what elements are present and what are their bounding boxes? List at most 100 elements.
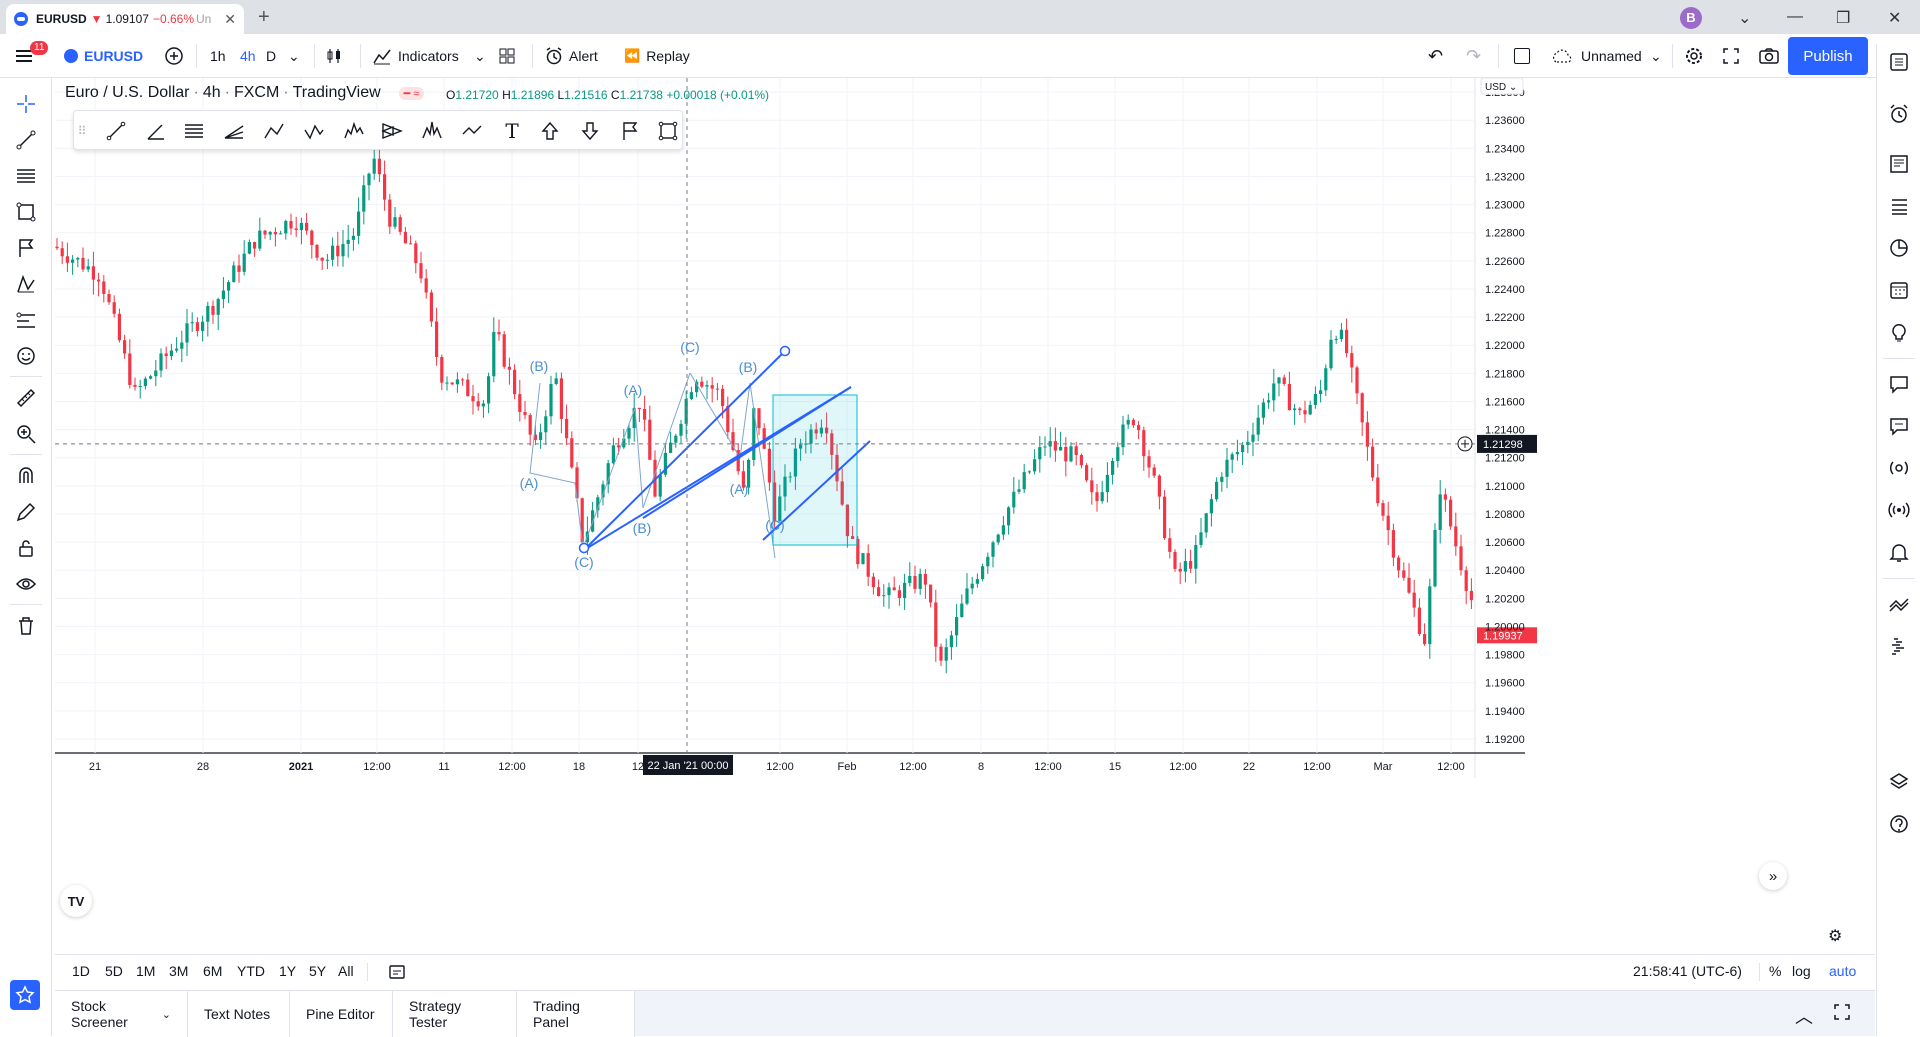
collapse-panel-icon[interactable]: ︿ (1795, 1007, 1813, 1027)
rectangle-tool[interactable] (654, 117, 682, 145)
abcd-tool[interactable] (300, 117, 328, 145)
wave-label[interactable]: (C) (680, 339, 699, 355)
line-anchor-handle[interactable] (779, 345, 791, 357)
range-5d[interactable]: 5D (105, 963, 123, 979)
zoom-tool[interactable] (12, 420, 40, 448)
fan-tool[interactable] (220, 117, 248, 145)
symbol-search-button[interactable]: EURUSD (64, 34, 143, 78)
streams-button[interactable] (1885, 454, 1913, 482)
trend-line-drawing[interactable] (583, 350, 786, 551)
scroll-to-realtime-icon[interactable]: » (1759, 862, 1787, 890)
range-3m[interactable]: 3M (169, 963, 189, 979)
scale-settings-icon[interactable]: ⚙ (1828, 928, 1843, 945)
magnet-tool[interactable] (12, 462, 40, 490)
head-shoulders-tool[interactable] (418, 117, 446, 145)
symbol-name[interactable]: Euro / U.S. Dollar (65, 84, 190, 101)
undo-icon[interactable]: ↶ (1428, 45, 1444, 66)
currency-select[interactable]: USD ⌄ (1480, 78, 1524, 95)
tab-strategy-tester[interactable]: Strategy Tester (393, 991, 517, 1037)
xabcd-tool[interactable] (102, 117, 130, 145)
range-ytd[interactable]: YTD (237, 963, 265, 979)
arrow-down-tool[interactable] (576, 117, 604, 145)
help-button[interactable] (1885, 810, 1913, 838)
remove-drawings-tool[interactable] (12, 612, 40, 640)
layout-select-button[interactable] (1514, 34, 1530, 78)
calendar-button[interactable] (1885, 276, 1913, 304)
pattern-tool[interactable] (12, 270, 40, 298)
restore-icon[interactable]: ❐ (1836, 10, 1851, 27)
drag-handle-icon[interactable]: ⠿ (77, 124, 87, 138)
watchlist-button[interactable] (1885, 48, 1913, 76)
interval-4h[interactable]: 4h (240, 48, 256, 64)
window-close-icon[interactable]: ✕ (1888, 10, 1902, 27)
publish-button[interactable]: Publish (1788, 37, 1868, 75)
wave-label[interactable]: (B) (739, 359, 758, 375)
wave-label[interactable]: (A) (624, 382, 643, 398)
snapshot-button[interactable] (1758, 34, 1780, 78)
measure-tool[interactable] (12, 384, 40, 412)
tab-trading-panel[interactable]: Trading Panel (517, 991, 635, 1037)
data-window-button[interactable] (1885, 192, 1913, 220)
interval-chevron-icon[interactable]: ⌄ (288, 47, 300, 64)
abc-tool[interactable] (260, 117, 288, 145)
replay-button[interactable]: ⏪ Replay (624, 34, 690, 78)
indicators-chevron-icon[interactable]: ⌄ (474, 47, 486, 64)
add-alert-plus-icon[interactable] (1457, 436, 1473, 452)
range-6m[interactable]: 6M (203, 963, 223, 979)
tab-stock-screener[interactable]: Stock Screener ⌄ (55, 991, 188, 1037)
arrow-up-tool[interactable] (536, 117, 564, 145)
dom-button[interactable] (1885, 632, 1913, 660)
trend-line-tool[interactable] (12, 126, 40, 154)
fib-tool[interactable] (12, 162, 40, 190)
elliott-wave-line[interactable] (529, 382, 584, 549)
range-1m[interactable]: 1M (136, 963, 156, 979)
rectangle-drawing[interactable] (772, 394, 858, 546)
notifications-button[interactable] (1885, 538, 1913, 566)
minimize-icon[interactable]: — (1787, 8, 1803, 25)
tab-pine-editor[interactable]: Pine Editor (290, 991, 393, 1037)
fullscreen-button[interactable] (1722, 34, 1740, 78)
parallel-tool[interactable] (180, 117, 208, 145)
hotlists-button[interactable] (1885, 234, 1913, 262)
private-chats-button[interactable] (1885, 412, 1913, 440)
wave-label[interactable]: (B) (530, 358, 549, 374)
chevron-down-icon[interactable]: ⌄ (1738, 10, 1752, 27)
broadcast-button[interactable] (1885, 496, 1913, 524)
angle-tool[interactable] (142, 117, 170, 145)
wave-label[interactable]: (C) (765, 517, 784, 533)
alerts-button[interactable] (1885, 100, 1913, 128)
browser-tab[interactable]: EURUSD ▼ 1.09107 −0.66% Un ✕ (6, 4, 244, 34)
text-tool[interactable]: T (505, 119, 519, 143)
alert-button[interactable]: Alert (544, 34, 598, 78)
elliott-wave-line[interactable] (689, 372, 776, 559)
tab-text-notes[interactable]: Text Notes (188, 991, 290, 1037)
wave-label[interactable]: (A) (520, 475, 539, 491)
range-1d[interactable]: 1D (72, 963, 90, 979)
triangle-tool[interactable] (378, 117, 406, 145)
object-tree-button[interactable] (1885, 768, 1913, 796)
range-all[interactable]: All (338, 963, 354, 979)
hide-drawings-tool[interactable] (12, 570, 40, 598)
annotation-tool[interactable] (12, 234, 40, 262)
lock-drawings-tool[interactable] (12, 534, 40, 562)
impulse-tool[interactable] (340, 117, 368, 145)
layout-chevron-icon[interactable]: ⌄ (1650, 47, 1662, 64)
indicators-button[interactable]: Indicators (372, 34, 459, 78)
line-anchor-handle[interactable] (578, 542, 590, 554)
news-button[interactable] (1885, 150, 1913, 178)
trend-line-drawing[interactable] (642, 386, 852, 519)
new-tab-icon[interactable]: + (258, 6, 270, 28)
profile-avatar[interactable]: B (1680, 7, 1702, 29)
crosshair-tool[interactable] (12, 90, 40, 118)
menu-button[interactable] (14, 34, 36, 78)
auto-scale-toggle[interactable]: auto (1829, 963, 1857, 979)
templates-button[interactable] (498, 34, 516, 78)
wave-label[interactable]: (A) (730, 481, 749, 497)
wave-label[interactable]: (B) (633, 520, 652, 536)
icons-tool[interactable] (12, 342, 40, 370)
settings-button[interactable] (1684, 34, 1704, 78)
path-tool[interactable] (458, 117, 486, 145)
interval-1h[interactable]: 1h (210, 48, 226, 64)
stay-drawing-tool[interactable] (12, 498, 40, 526)
tradingview-logo[interactable]: TV (60, 885, 92, 917)
